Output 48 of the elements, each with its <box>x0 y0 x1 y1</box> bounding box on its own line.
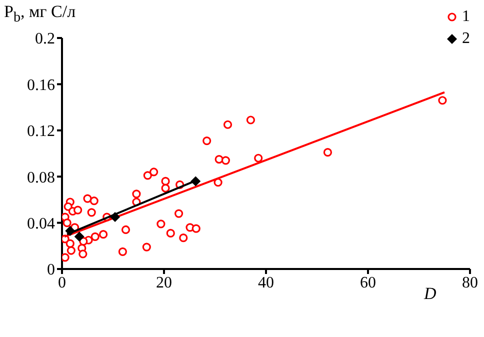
y-axis-title: P$_{b}$, мг С/л <box>4 2 76 26</box>
y-tick-label: 0.08 <box>27 169 55 186</box>
point <box>62 218 72 228</box>
x-tick-label: 80 <box>462 274 478 292</box>
point <box>150 168 158 176</box>
legend-label: 1 <box>461 7 470 27</box>
point <box>74 232 84 242</box>
point <box>66 246 76 255</box>
x-tick-label: 40 <box>258 274 274 292</box>
x-axis-title: D <box>424 284 436 304</box>
point <box>166 228 175 238</box>
legend-label: 2 <box>461 29 470 49</box>
x-tick-label: 0 <box>58 274 66 292</box>
y-tick-label: 0 <box>47 262 55 279</box>
point <box>121 225 130 234</box>
x-tick-label: 20 <box>156 274 172 292</box>
point <box>156 220 166 228</box>
point <box>62 253 70 262</box>
point <box>174 209 184 218</box>
point <box>223 120 232 129</box>
point <box>118 247 127 256</box>
point <box>90 232 100 241</box>
y-tick-label: 0.16 <box>27 76 55 94</box>
point <box>438 96 447 105</box>
point <box>214 154 224 164</box>
point <box>87 208 96 217</box>
point <box>66 239 74 248</box>
point <box>323 148 332 157</box>
point <box>74 206 82 214</box>
point <box>246 116 255 124</box>
point <box>143 171 152 180</box>
point <box>202 136 212 146</box>
y-tick-label: 0.04 <box>27 215 55 232</box>
point <box>161 184 170 192</box>
x-tick-label: 60 <box>360 274 376 292</box>
y-tick-label: 0.2 <box>35 30 55 48</box>
point <box>179 234 188 242</box>
point <box>78 250 88 258</box>
point <box>132 190 141 198</box>
point <box>83 194 92 203</box>
point <box>90 196 98 206</box>
point <box>254 154 263 162</box>
point <box>99 230 108 239</box>
point <box>192 224 200 233</box>
point <box>161 176 170 186</box>
point <box>221 156 230 165</box>
y-tick-label: 0.12 <box>27 123 55 140</box>
point <box>142 242 151 252</box>
